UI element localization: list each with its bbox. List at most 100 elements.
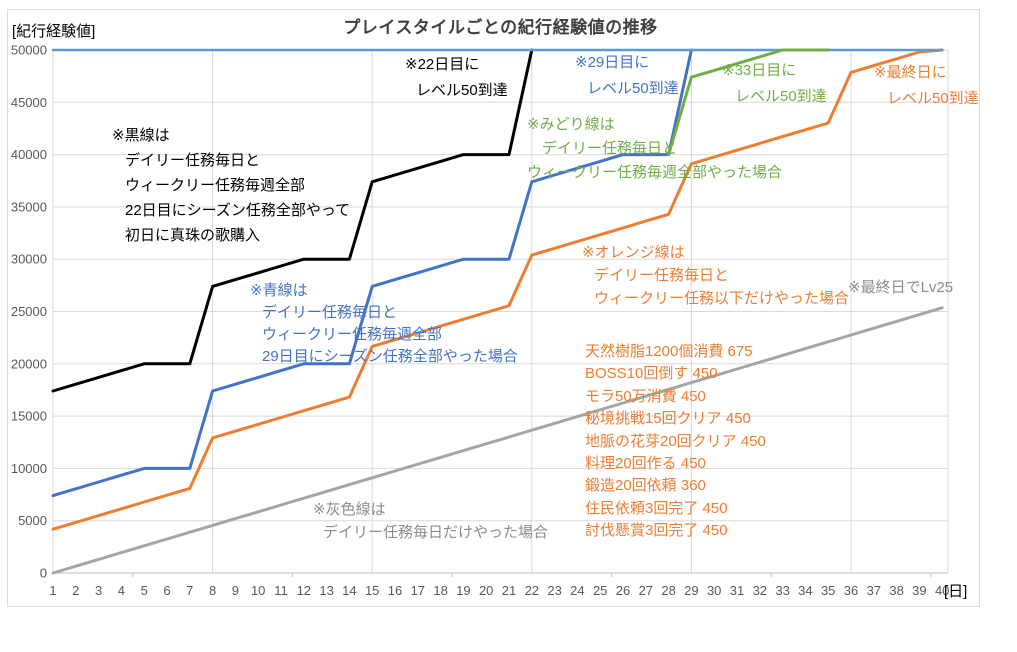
annotation-line: モラ50万消費 450 [585, 387, 706, 405]
y-tick-label: 25000 [11, 304, 47, 319]
x-tick-label: 39 [912, 583, 926, 598]
chart-frame [7, 9, 980, 607]
annotation-line: ※オレンジ線は [582, 244, 685, 261]
x-tick-label: 31 [730, 583, 744, 598]
x-tick-label: 21 [502, 583, 516, 598]
annotation-line: ウィークリー任務毎週全部 [262, 326, 443, 343]
annotation-line: デイリー任務毎日だけやった場合 [323, 524, 549, 541]
x-tick-label: 19 [456, 583, 470, 598]
annotation-line: デイリー任務毎日と [542, 140, 678, 157]
x-tick-label: 34 [798, 583, 812, 598]
y-tick-label: 0 [40, 566, 47, 581]
x-tick-label: 16 [388, 583, 402, 598]
y-tick-label: 20000 [11, 356, 47, 371]
annotation-line: レベル50到達 [887, 90, 979, 107]
x-tick-label: 8 [209, 583, 216, 598]
x-tick-label: 6 [163, 583, 170, 598]
x-tick-label: 11 [274, 583, 288, 598]
x-tick-label: 33 [775, 583, 789, 598]
annotation-line: ※22日目に [405, 56, 480, 73]
annotation-line: ※青線は [250, 282, 308, 299]
x-tick-label: 23 [547, 583, 561, 598]
annotation-line: 住民依頼3回完了 450 [585, 499, 728, 517]
annotation-line: 初日に真珠の歌購入 [125, 227, 261, 244]
x-tick-label: 3 [95, 583, 102, 598]
annotation-weekly-task-list: 天然樹脂1200個消費 675 BOSS10回倒す 450 モラ50万消費 450 秘… [585, 344, 766, 546]
x-tick-label: 30 [707, 583, 721, 598]
series-gray-line-daily-only [51, 306, 944, 575]
y-tick-label: 45000 [11, 95, 47, 110]
annotation-line: ウィークリー任務以下だけやった場合 [594, 290, 850, 307]
x-tick-label: 38 [889, 583, 903, 598]
series-black-line-daily-weekly-season22-pearl [51, 48, 534, 393]
x-tick-label: 7 [186, 583, 193, 598]
annotation-orange-note: ※オレンジ線はデイリー任務毎日とウィークリー任務以下だけやった場合 [582, 245, 849, 314]
x-axis-unit-label: [日] [944, 583, 968, 600]
x-tick-label: 2 [72, 583, 79, 598]
annotation-line: ※みどり線は [527, 116, 615, 133]
annotation-milestone-day33: ※33日目に レベル50到達 [722, 63, 827, 115]
x-tick-label: 4 [118, 583, 125, 598]
series-blue-line-daily-weekly-season29 [51, 48, 693, 498]
annotation-milestone-day22: ※22日目にレベル50到達 [405, 57, 508, 109]
annotation-milestone-final: ※最終日にレベル50到達 [874, 65, 979, 117]
x-tick-label: 40 [935, 583, 949, 598]
annotation-line: ウィークリー任務毎週全部 [125, 177, 306, 194]
annotation-gray-note: ※灰色線は デイリー任務毎日だけやった場合 [313, 502, 548, 548]
annotation-line: 29日目にシーズン任務全部やった場合 [262, 348, 518, 365]
annotation-line: ウィークリー任務毎週全部やった場合 [527, 164, 783, 181]
x-tick-label: 27 [639, 583, 653, 598]
annotation-line: デイリー任務毎日と [594, 267, 730, 284]
annotation-line: 秘境挑戦15回クリア 450 [585, 410, 751, 428]
x-tick-label: 37 [867, 583, 881, 598]
annotation-line: ※黒線は [112, 127, 170, 144]
x-tick-label: 22 [525, 583, 539, 598]
annotation-green-note: ※みどり線はデイリー任務毎日とウィークリー任務毎週全部やった場合 [527, 117, 782, 189]
annotation-gray-lv25: ※最終日でLv25 [848, 280, 953, 302]
annotation-line: 討伐懸賞3回完了 450 [585, 522, 728, 540]
y-tick-label: 40000 [11, 147, 47, 162]
x-tick-label: 35 [821, 583, 835, 598]
y-tick-label: 5000 [18, 513, 47, 528]
y-axis-unit-label: [紀行経験値] [12, 23, 96, 40]
x-tick-label: 17 [411, 583, 425, 598]
x-tick-label: 14 [342, 583, 356, 598]
x-tick-label: 26 [616, 583, 630, 598]
x-tick-label: 32 [753, 583, 767, 598]
annotation-line: BOSS10回倒す 450 [585, 365, 718, 383]
annotation-line: 鍛造20回依頼 360 [585, 477, 706, 495]
annotation-milestone-day29: ※29日目にレベル50到達 [575, 55, 679, 107]
series-orange-line-daily-partial-weekly [51, 48, 944, 531]
annotation-line: 天然樹脂1200個消費 675 [585, 343, 753, 360]
x-tick-label: 9 [232, 583, 239, 598]
annotation-line: レベル50到達 [587, 80, 679, 97]
y-tick-label: 50000 [11, 43, 47, 58]
x-tick-label: 18 [433, 583, 447, 598]
x-tick-label: 29 [684, 583, 698, 598]
annotation-line: ※29日目に [575, 54, 650, 71]
x-tick-label: 13 [319, 583, 333, 598]
annotation-line: デイリー任務毎日と [262, 304, 398, 321]
series-green-line-daily-weekly-only [667, 48, 830, 157]
y-tick-label: 10000 [11, 461, 47, 476]
y-tick-label: 30000 [11, 252, 47, 267]
x-tick-label: 15 [365, 583, 379, 598]
x-tick-label: 10 [251, 583, 265, 598]
y-tick-label: 15000 [11, 409, 47, 424]
annotation-line: レベル50到達 [416, 82, 508, 99]
x-tick-label: 24 [570, 583, 584, 598]
x-tick-label: 28 [661, 583, 675, 598]
x-tick-label: 25 [593, 583, 607, 598]
annotation-line: デイリー任務毎日と [125, 152, 261, 169]
annotation-line: 地脈の花芽20回クリア 450 [585, 432, 766, 450]
x-tick-label: 5 [141, 583, 148, 598]
x-tick-label: 20 [479, 583, 493, 598]
x-tick-label: 12 [297, 583, 311, 598]
annotation-line: ※最終日に [874, 64, 947, 81]
annotation-blue-note: ※青線はデイリー任務毎日とウィークリー任務毎週全部 29日目にシーズン任務全部やっ… [250, 283, 518, 371]
annotation-line: 料理20回作る 450 [585, 454, 706, 472]
y-tick-label: 35000 [11, 199, 47, 214]
annotation-line: ※最終日でLv25 [848, 279, 954, 296]
annotation-line: ※33日目に [722, 62, 797, 79]
